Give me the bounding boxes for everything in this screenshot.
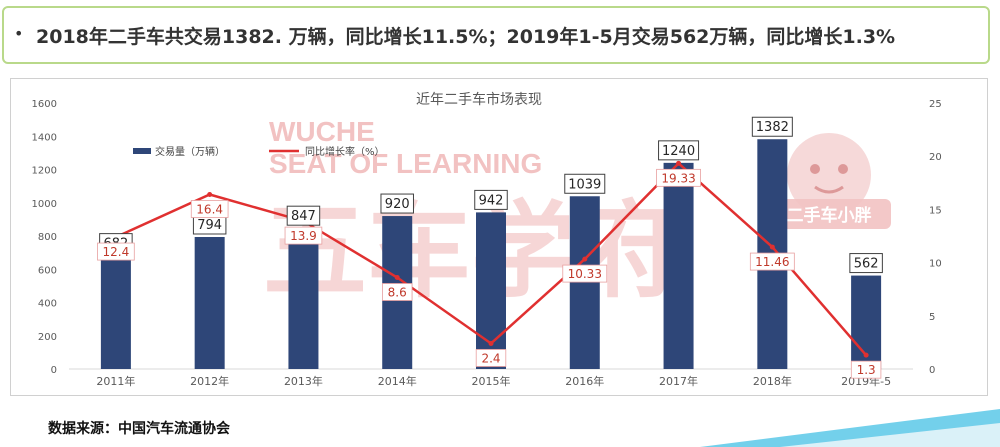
line-data-label: 16.4 — [196, 203, 223, 217]
y-tick-label: 1600 — [32, 99, 57, 110]
watermark-logo-text: 二手车小胖 — [787, 205, 872, 226]
y-tick-label: 400 — [38, 299, 57, 310]
bar — [663, 162, 694, 369]
legend-swatch-bar — [133, 148, 151, 154]
growth-point — [488, 340, 494, 346]
growth-point — [863, 352, 869, 358]
bar-label-box — [380, 193, 414, 214]
bar-label-box — [658, 140, 700, 161]
watermark-line1: WUCHE — [269, 116, 375, 147]
y-tick-label: 200 — [38, 332, 57, 343]
y2-tick-label: 15 — [929, 205, 942, 216]
data-source-note: 数据来源：中国汽车流通协会 — [48, 421, 230, 437]
legend: 交易量（万辆） 同比增长率（%） — [133, 145, 385, 158]
line-data-label: 13.9 — [290, 229, 317, 243]
line-label-box — [656, 168, 701, 187]
growth-point — [582, 256, 588, 262]
x-tick-label: 2015年 — [472, 374, 511, 388]
growth-point — [676, 160, 682, 166]
chart-frame: WUCHE SEAT OF LEARNING 五车学府 二手车小胖 近年二手车市… — [10, 78, 988, 396]
line-label-box — [475, 349, 507, 367]
line-data-label: 11.46 — [755, 255, 789, 269]
bar-data-label: 1039 — [568, 177, 601, 192]
y2-tick-label: 25 — [929, 99, 942, 110]
bar-data-label: 1240 — [662, 144, 695, 159]
y-tick-label: 1400 — [32, 132, 57, 143]
bar — [569, 196, 600, 369]
bar-data-label: 794 — [197, 218, 222, 233]
line-data-label: 8.6 — [388, 285, 407, 299]
legend-label-bar: 交易量（万辆） — [155, 145, 225, 158]
line-data-label: 12.4 — [103, 245, 130, 259]
line-label-box — [749, 252, 795, 271]
growth-point — [394, 274, 400, 280]
y2-tick-label: 10 — [929, 259, 942, 270]
x-tick-label: 2012年 — [190, 374, 229, 388]
x-tick-label: 2011年 — [96, 374, 135, 388]
watermark-line2: SEAT OF LEARNING — [269, 148, 542, 179]
y2-tick-label: 5 — [929, 312, 935, 323]
growth-point — [207, 192, 213, 198]
x-tick-label: 2016年 — [565, 374, 604, 388]
growth-point — [769, 244, 775, 250]
y-tick-label: 1000 — [32, 199, 57, 210]
chart-title: 近年二手车市场表现 — [416, 91, 542, 108]
headline-box: • 2018年二手车共交易1382. 万辆，同比增长11.5%；2019年1-5… — [2, 6, 990, 64]
bar-label-box — [474, 189, 508, 210]
x-tick-label: 2017年 — [659, 374, 698, 388]
line-data-label: 2.4 — [481, 351, 500, 365]
headline-bullet: • — [14, 24, 24, 43]
y-tick-label: 800 — [38, 232, 57, 243]
bar-data-label: 1382 — [756, 120, 789, 135]
combo-chart: WUCHE SEAT OF LEARNING 五车学府 二手车小胖 近年二手车市… — [32, 91, 942, 388]
y-tick-label: 0 — [51, 365, 57, 376]
watermark: WUCHE SEAT OF LEARNING 五车学府 二手车小胖 — [263, 116, 891, 312]
bar-label-box — [286, 205, 321, 226]
bar-data-label: 847 — [291, 209, 316, 224]
headline-text: 2018年二手车共交易1382. 万辆，同比增长11.5%；2019年1-5月交… — [36, 26, 896, 48]
bar-label-box — [564, 173, 606, 194]
line-label-box — [382, 283, 413, 301]
bar — [100, 255, 131, 369]
line-label-box — [97, 242, 135, 261]
line-label-box — [850, 360, 882, 379]
bar-data-label: 562 — [854, 257, 879, 272]
line-data-label: 19.33 — [661, 171, 695, 185]
line-label-box — [562, 264, 608, 283]
legend-label-line: 同比增长率（%） — [305, 145, 385, 158]
line-label-box — [190, 200, 229, 218]
line-data-label: 10.33 — [568, 267, 602, 281]
mascot-logo: 二手车小胖 — [767, 133, 891, 229]
y-tick-label: 1200 — [32, 166, 57, 177]
bar-label-box — [849, 253, 883, 274]
corner-decoration — [700, 409, 1000, 447]
x-tick-label: 2014年 — [378, 374, 417, 388]
x-tick-label: 2013年 — [284, 374, 323, 388]
y2-tick-label: 0 — [929, 365, 935, 376]
bar-data-label: 942 — [479, 193, 504, 208]
bar-label-box — [751, 116, 793, 137]
bar-data-label: 920 — [385, 197, 410, 212]
bar — [194, 236, 225, 369]
y-tick-label: 600 — [38, 265, 57, 276]
line-data-label: 1.3 — [857, 363, 876, 377]
bar — [288, 228, 319, 369]
watermark-big: 五车学府 — [263, 190, 679, 312]
line-label-box — [284, 226, 323, 245]
x-tick-label: 2018年 — [753, 374, 792, 388]
y2-tick-label: 20 — [929, 152, 942, 163]
